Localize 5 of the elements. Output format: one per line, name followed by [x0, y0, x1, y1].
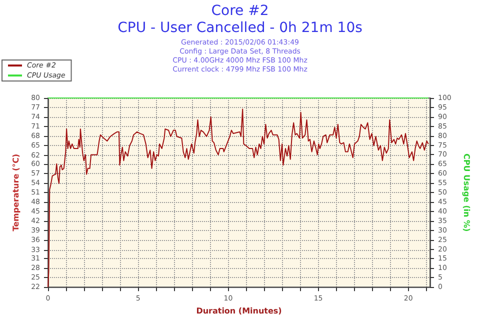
chart-subtitle: CPU - User Cancelled - 0h 21m 10s	[118, 20, 362, 36]
chart-title: Core #2	[211, 3, 269, 19]
y2-axis-title: CPU Usage (in %)	[462, 153, 471, 232]
x-axis-title: Duration (Minutes)	[196, 306, 282, 316]
y-axis-title: Temperature (°C)	[12, 154, 21, 232]
